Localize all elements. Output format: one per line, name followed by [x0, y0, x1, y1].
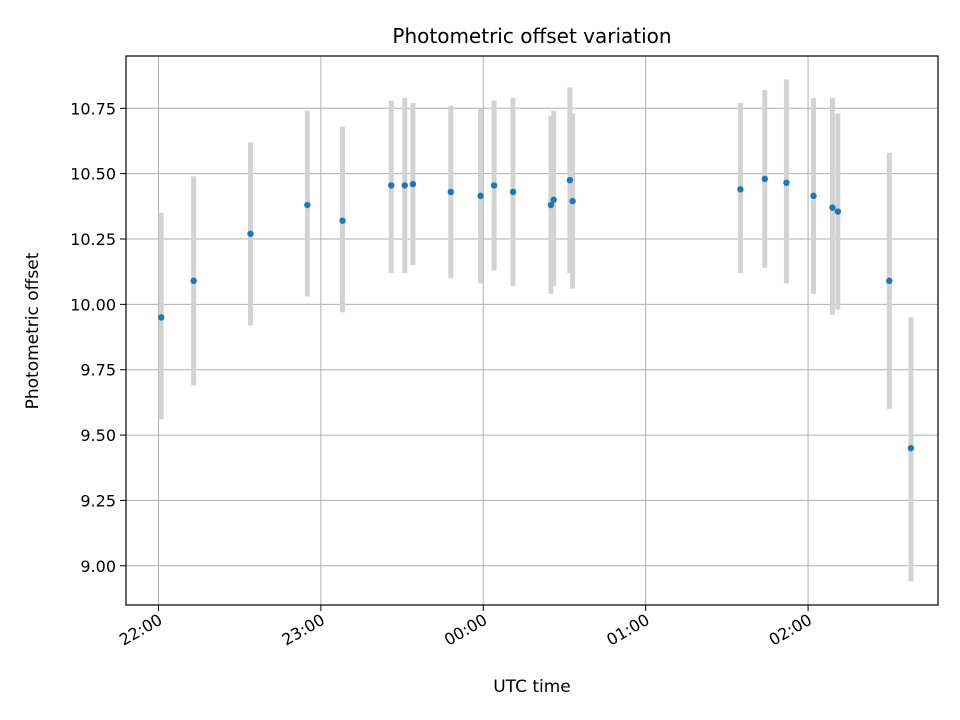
data-point — [810, 192, 817, 200]
y-tick-label: 9.50 — [80, 426, 116, 445]
data-point — [339, 217, 346, 224]
data-point — [547, 201, 555, 209]
x-tick-label: 23:00 — [278, 610, 327, 650]
data-point — [409, 180, 417, 188]
data-point — [190, 277, 197, 285]
x-tick-label: 02:00 — [766, 610, 815, 650]
data-point — [829, 204, 836, 211]
data-point — [737, 186, 744, 193]
y-tick-label: 10.50 — [70, 165, 116, 184]
data-point — [490, 182, 498, 189]
data-point — [509, 188, 517, 196]
data-point — [401, 182, 408, 189]
data-point — [388, 182, 395, 189]
chart-title: Photometric offset variation — [392, 24, 671, 48]
y-axis-label: Photometric offset — [23, 252, 43, 409]
data-point — [761, 175, 768, 183]
data-point — [447, 188, 454, 196]
data-point — [157, 314, 165, 321]
x-tick-label: 22:00 — [116, 610, 165, 650]
plot-background — [126, 56, 938, 605]
data-point — [907, 444, 915, 452]
x-tick-label: 00:00 — [441, 610, 490, 650]
data-point — [834, 208, 842, 215]
y-tick-label: 10.75 — [70, 99, 116, 118]
data-point — [569, 197, 576, 205]
grid — [126, 56, 938, 605]
plot-frame — [125, 55, 939, 606]
data-point — [566, 176, 574, 184]
data-point — [304, 201, 311, 209]
y-tick-label: 9.00 — [80, 557, 116, 576]
data-point — [477, 192, 484, 200]
data-point — [247, 230, 254, 237]
y-tick-label: 10.25 — [70, 230, 116, 249]
data-point — [783, 179, 790, 186]
data-point — [886, 277, 893, 285]
y-tick-label: 10.00 — [70, 295, 116, 314]
x-tick-label: 01:00 — [603, 610, 652, 650]
y-tick-label: 9.25 — [80, 491, 116, 510]
data-markers — [157, 175, 915, 452]
y-tick-label: 9.75 — [80, 361, 116, 380]
x-axis-label: UTC time — [493, 677, 571, 697]
data-point — [550, 196, 557, 203]
